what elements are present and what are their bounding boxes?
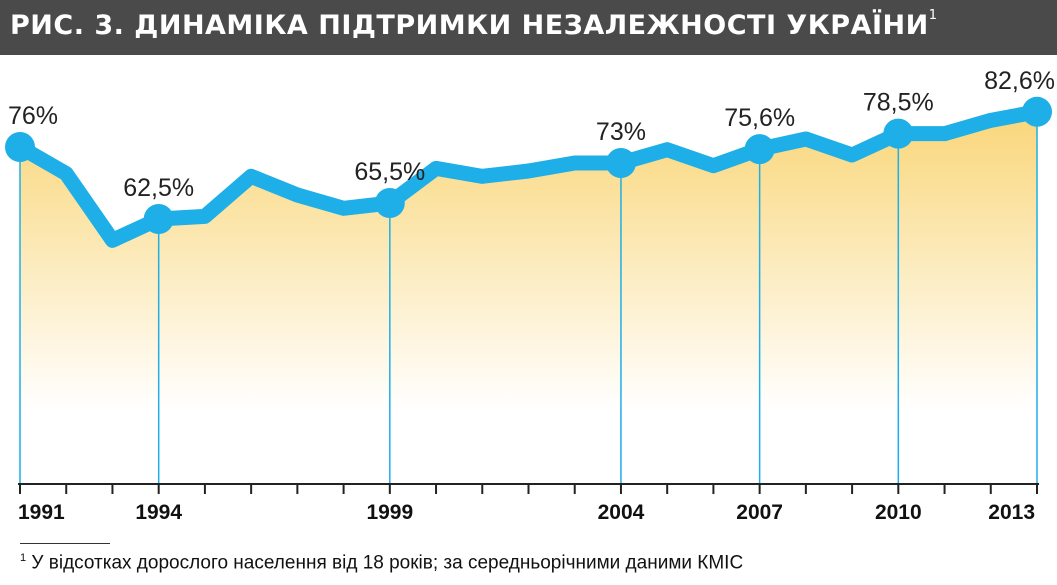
footnote-text: У відсотках дорослого населення від 18 р… [31,552,744,574]
point-marker-2004 [605,148,636,178]
value-label-1999: 65,5% [354,158,425,186]
x-tick-label-1994: 1994 [135,501,182,524]
value-label-2013: 82,6% [984,67,1055,95]
point-marker-1999 [374,188,405,218]
value-label-2007: 75,6% [724,104,795,132]
chart-title-text: РИС. 3. ДИНАМІКА ПІДТРИМКИ НЕЗАЛЕЖНОСТІ … [10,10,929,41]
x-tick-label-1999: 1999 [366,501,413,524]
x-tick-label-2013: 2013 [988,501,1035,524]
x-tick-label-2010: 2010 [875,501,922,524]
series-line [12,104,1045,248]
value-label-2010: 78,5% [863,89,934,117]
title-footnote-marker: 1 [928,8,938,23]
x-tick-label-2004: 2004 [598,501,645,524]
area-fill [20,111,1037,485]
chart-title: РИС. 3. ДИНАМІКА ПІДТРИМКИ НЕЗАЛЕЖНОСТІ … [10,8,938,41]
value-label-1994: 62,5% [123,174,194,202]
point-marker-2013 [1022,96,1052,127]
footnote-rule [20,543,110,544]
point-marker-2007 [744,134,775,165]
chart-area: 76% 62,5% 65,5% 73% 75,6% 78,5% 82,6% 1991 1994… [5,67,1055,524]
x-tick-label-2007: 2007 [736,501,783,524]
value-label-1991: 76% [8,102,58,130]
point-marker-2010 [883,118,914,149]
point-marker-1991 [5,132,35,162]
footnote: 1 У відсотках дорослого населення від 18… [20,552,743,574]
title-bar: РИС. 3. ДИНАМІКА ПІДТРИМКИ НЕЗАЛЕЖНОСТІ … [0,0,1057,55]
value-label-2004: 73% [596,118,646,146]
footnote-marker: 1 [20,552,27,564]
x-tick-label-1991: 1991 [18,501,65,524]
point-marker-1994 [143,204,174,234]
